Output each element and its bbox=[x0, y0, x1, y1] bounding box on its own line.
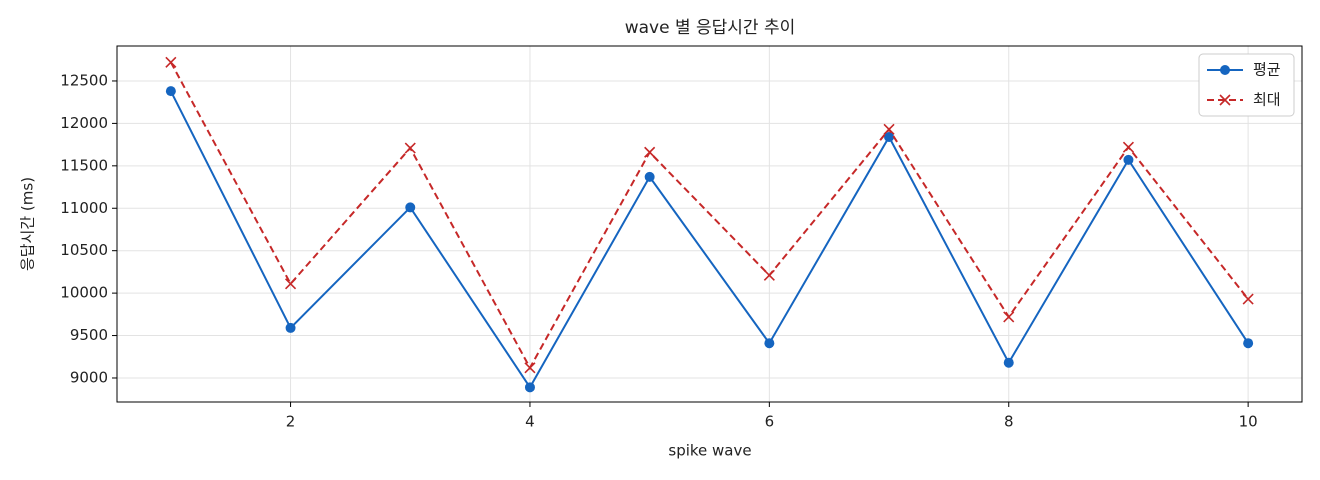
legend-marker bbox=[1220, 65, 1230, 75]
series-line bbox=[169, 61, 1249, 370]
y-tick-label: 9500 bbox=[70, 326, 108, 344]
x-tick-label: 4 bbox=[525, 413, 535, 431]
x-tick-label: 8 bbox=[1004, 413, 1014, 431]
marker bbox=[644, 146, 656, 158]
x-tick-label: 2 bbox=[286, 413, 296, 431]
marker bbox=[884, 131, 895, 142]
marker bbox=[763, 269, 775, 281]
marker bbox=[644, 171, 655, 182]
marker bbox=[764, 338, 775, 349]
marker bbox=[524, 382, 535, 393]
marker bbox=[1243, 338, 1254, 349]
marker bbox=[405, 202, 416, 213]
y-tick-label: 11500 bbox=[60, 156, 108, 174]
marker bbox=[1242, 293, 1254, 305]
chart-title: wave 별 응답시간 추이 bbox=[625, 18, 796, 38]
marker bbox=[284, 278, 297, 290]
y-tick-label: 11000 bbox=[60, 199, 108, 217]
marker bbox=[1003, 311, 1015, 323]
marker bbox=[1122, 141, 1135, 153]
marker bbox=[1003, 357, 1014, 368]
series-line bbox=[169, 90, 1249, 390]
marker bbox=[165, 56, 177, 68]
legend-marker bbox=[1219, 94, 1231, 106]
marker bbox=[524, 362, 536, 374]
plot-frame bbox=[116, 45, 1303, 403]
marker bbox=[285, 322, 296, 333]
y-tick-label: 10000 bbox=[60, 284, 108, 302]
marker bbox=[883, 123, 895, 135]
y-tick-label: 12500 bbox=[60, 71, 108, 89]
marker bbox=[404, 142, 416, 154]
y-tick-label: 9000 bbox=[70, 368, 108, 386]
y-tick-label: 10500 bbox=[60, 241, 108, 259]
legend-label: 최대 bbox=[1253, 91, 1281, 109]
x-tick-label: 10 bbox=[1239, 413, 1258, 431]
y-axis-label: 응답시간 (ms) bbox=[19, 177, 37, 271]
x-axis-label: spike wave bbox=[668, 442, 751, 460]
x-tick-label: 6 bbox=[765, 413, 775, 431]
y-tick-label: 12000 bbox=[60, 114, 108, 132]
marker bbox=[1123, 154, 1134, 165]
legend-label: 평균 bbox=[1253, 61, 1281, 79]
marker bbox=[165, 86, 176, 97]
